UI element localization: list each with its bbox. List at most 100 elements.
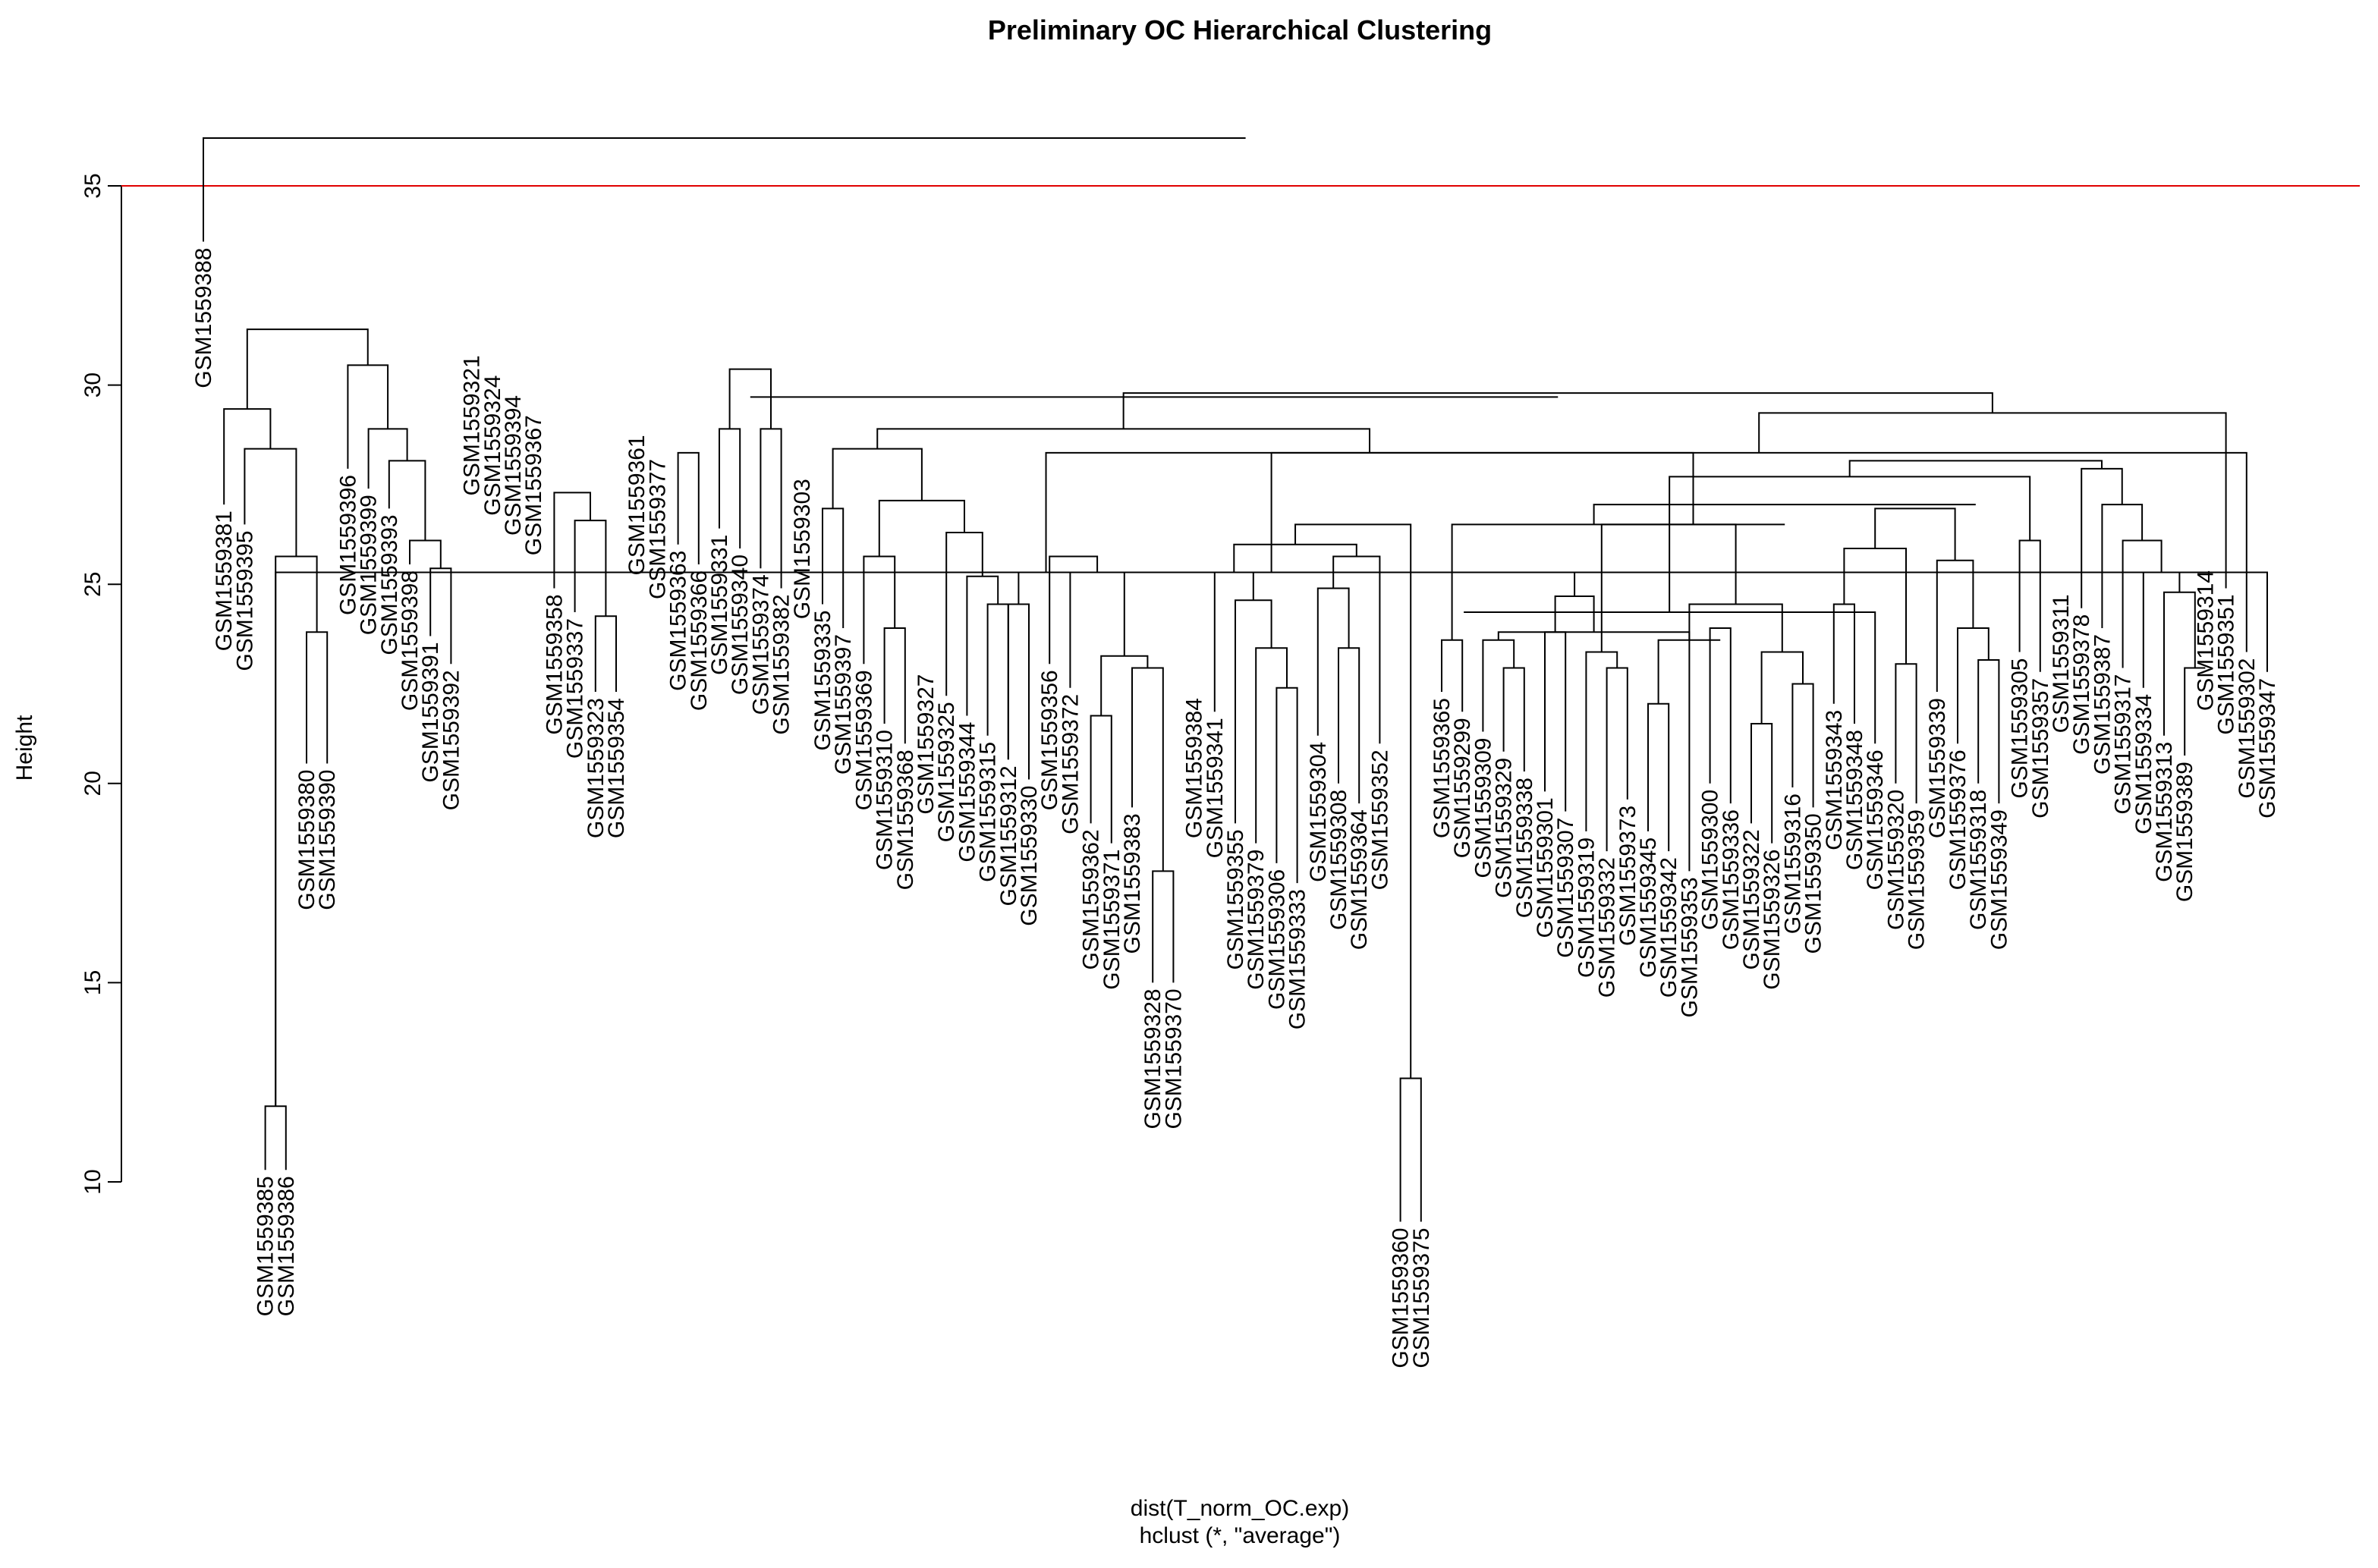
leaf-label: GSM1559315: [976, 742, 1001, 882]
dendrogram-branch: [945, 531, 983, 696]
leaf-label: GSM1559300: [1698, 790, 1723, 930]
leaf-label: GSM1559393: [377, 514, 402, 655]
dendrogram-branch: [1606, 667, 1628, 852]
dendrogram-branch: [883, 627, 906, 744]
leaf-label: GSM1559356: [1037, 670, 1062, 810]
y-axis: 10 15 20 25 30 35: [80, 173, 122, 1195]
dendrogram-branch: [1045, 451, 1694, 573]
dendrogram-branch: [1152, 870, 1175, 983]
dendrogram-branch: [1270, 451, 2247, 652]
leaf-label: GSM1559335: [810, 610, 835, 750]
dendrogram-branch: [1593, 504, 1976, 525]
dendrogram-branch: [553, 492, 591, 589]
leaf-label: GSM1559384: [1182, 698, 1207, 838]
leaf-label: GSM1559359: [1905, 809, 1930, 950]
leaf-label: GSM1559350: [1801, 813, 1826, 954]
dendrogram-branch: [1235, 599, 1272, 824]
dendrogram-branch: [1936, 559, 1974, 693]
dendrogram-branch: [1600, 523, 1785, 652]
leaf-label: GSM1559363: [666, 551, 691, 691]
y-tick-label: 20: [80, 771, 105, 796]
dendrogram-branch: [1100, 655, 1149, 716]
dendrogram-branch: [1276, 687, 1298, 884]
leaf-label: GSM1559381: [212, 511, 237, 651]
y-tick-label: 30: [80, 372, 105, 397]
leaf-label: GSM1559392: [439, 670, 464, 810]
leaf-label: GSM1559372: [1058, 694, 1083, 834]
leaf-label: GSM1559324: [480, 376, 505, 516]
dendrogram-branch: [2122, 539, 2163, 668]
dendrogram-branch: [1760, 651, 1804, 724]
leaf-label: GSM1559333: [1285, 889, 1310, 1029]
dendrogram-branch: [1069, 571, 1125, 688]
dendrogram-branch: [1122, 392, 1993, 429]
leaf-label: GSM1559355: [1223, 829, 1248, 969]
leaf-label: GSM1559303: [790, 479, 815, 619]
dendrogram-branch: [1554, 595, 1595, 633]
leaf-label: GSM1559330: [1017, 786, 1042, 926]
leaf-label: GSM1559304: [1306, 742, 1331, 882]
dendrogram-branch: [2163, 591, 2196, 736]
leaf-label: GSM1559354: [604, 698, 629, 838]
leaf-label: GSM1559395: [232, 530, 257, 671]
leaf-label: GSM1559345: [1636, 837, 1661, 978]
leaf-label: GSM1559337: [563, 618, 588, 759]
dendrogram-branch: [2018, 539, 2041, 672]
dendrogram-branch: [760, 428, 782, 589]
dendrogram-branch: [367, 428, 408, 489]
dendrogram-branch: [2184, 667, 2206, 756]
dendrogram-branch: [264, 1105, 287, 1171]
leaf-label: GSM1559373: [1615, 806, 1640, 946]
leaf-label: GSM1559334: [2131, 694, 2156, 834]
leaf-label: GSM1559316: [1780, 793, 1805, 934]
dendrogram-branch: [1018, 571, 1074, 605]
dendrogram-branch: [306, 631, 329, 764]
leaf-label: GSM1559382: [769, 594, 794, 734]
dendrogram-branch: [1399, 1077, 1422, 1222]
dendrogram-branch: [1895, 663, 1917, 804]
dendrogram-branch: [677, 451, 700, 564]
leaf-label: GSM1559346: [1863, 749, 1888, 890]
leaf-label: GSM1559331: [707, 535, 732, 675]
dendrogram-branch: [876, 428, 1371, 453]
leaf-label: GSM1559352: [1367, 749, 1392, 890]
leaf-label: GSM1559397: [831, 634, 856, 775]
dendrogram-branch: [2142, 571, 2181, 688]
dendrogram-branch: [1669, 476, 2031, 612]
leaf-label: GSM1559358: [542, 594, 567, 734]
leaf-label: GSM1559307: [1553, 818, 1578, 958]
dendrogram-branch: [1049, 555, 1099, 665]
dendrogram-branch: [1338, 647, 1360, 804]
leaf-label: GSM1559313: [2152, 742, 2177, 882]
leaf-label: GSM1559389: [2172, 762, 2197, 902]
dendrogram-branch: [223, 408, 272, 505]
dendrogram-branch: [1332, 555, 1381, 744]
leaf-label: GSM1559306: [1264, 869, 1289, 1010]
leaf-label: GSM1559370: [1161, 988, 1186, 1129]
leaf-label: GSM1559394: [501, 395, 526, 536]
leaf-label: GSM1559349: [1986, 809, 2012, 950]
leaf-label: GSM1559357: [2028, 678, 2053, 819]
dendrogram-branch: [966, 575, 999, 716]
y-axis-label: Height: [12, 715, 37, 781]
dendrogram-branch: [728, 368, 772, 429]
dendrogram-branch: [388, 460, 426, 541]
dendrogram-branch: [347, 364, 389, 469]
leaf-label: GSM1559338: [1512, 778, 1537, 918]
leaf-label: GSM1559332: [1595, 857, 1620, 998]
dendrogram-root: [203, 137, 1246, 242]
dendrogram-branch: [1131, 667, 1164, 872]
leaf-label: GSM1559364: [1347, 809, 1372, 950]
dendrogram-branch: [2101, 504, 2144, 628]
leaf-label: GSM1559302: [2235, 658, 2260, 798]
leaf-label: GSM1559309: [1471, 738, 1496, 878]
y-tick-label: 25: [80, 572, 105, 597]
leaf-label: GSM1559299: [1450, 718, 1475, 858]
dendrogram-branch: [1750, 723, 1773, 844]
leaf-label: GSM1559366: [687, 570, 712, 711]
dendrogram-branch: [1353, 571, 1576, 596]
dendrogram-branch: [1482, 639, 1515, 732]
dendrogram-branch: [1294, 523, 1412, 1079]
